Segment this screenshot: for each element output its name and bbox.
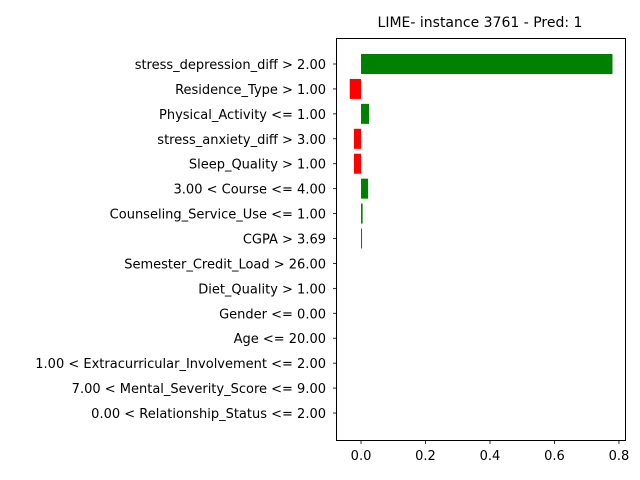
axes-frame bbox=[336, 38, 626, 441]
y-tick-label-1: Residence_Type > 1.00 bbox=[175, 83, 326, 98]
bar-2 bbox=[361, 103, 370, 124]
bar-0 bbox=[361, 54, 613, 74]
y-tick-label-5: 3.00 < Course <= 4.00 bbox=[174, 183, 326, 198]
y-tick-label-12: 1.00 < Extracurricular_Involvement <= 2.… bbox=[35, 357, 326, 372]
bar-4 bbox=[353, 153, 362, 174]
y-tick-labels: stress_depression_diff > 2.00 Residence_T… bbox=[35, 58, 326, 422]
y-tick-label-3: stress_anxiety_diff > 3.00 bbox=[157, 133, 326, 148]
y-tick-label-2: Physical_Activity <= 1.00 bbox=[159, 108, 326, 123]
x-tick-label-4: 0.8 bbox=[609, 449, 630, 464]
y-tick-label-11: Age <= 20.00 bbox=[234, 332, 326, 347]
x-tick-label-0: 0.0 bbox=[351, 449, 372, 464]
y-tick-label-8: Semester_Credit_Load > 26.00 bbox=[124, 257, 326, 272]
bar-1 bbox=[349, 78, 362, 99]
bar-7 bbox=[361, 228, 363, 249]
y-tick-label-14: 0.00 < Relationship_Status <= 2.00 bbox=[91, 407, 326, 422]
bar-5 bbox=[361, 178, 369, 199]
x-ticks: 0.0 0.2 0.4 0.6 0.8 bbox=[351, 440, 630, 464]
y-tick-label-9: Diet_Quality > 1.00 bbox=[198, 282, 326, 297]
y-tick-label-13: 7.00 < Mental_Severity_Score <= 9.00 bbox=[72, 382, 326, 397]
x-tick-label-2: 0.4 bbox=[480, 449, 501, 464]
bars-group bbox=[349, 54, 613, 249]
chart-title: LIME- instance 3761 - Pred: 1 bbox=[378, 15, 583, 31]
y-tick-label-0: stress_depression_diff > 2.00 bbox=[135, 58, 326, 73]
y-tick-label-10: Gender <= 0.00 bbox=[219, 307, 326, 322]
y-tick-label-6: Counseling_Service_Use <= 1.00 bbox=[110, 208, 326, 223]
y-tick-label-4: Sleep_Quality > 1.00 bbox=[189, 158, 326, 173]
y-tick-label-7: CGPA > 3.69 bbox=[243, 233, 326, 248]
bar-3 bbox=[353, 128, 362, 149]
bar-6 bbox=[361, 203, 363, 224]
x-tick-label-3: 0.6 bbox=[544, 449, 565, 464]
x-tick-label-1: 0.2 bbox=[415, 449, 436, 464]
